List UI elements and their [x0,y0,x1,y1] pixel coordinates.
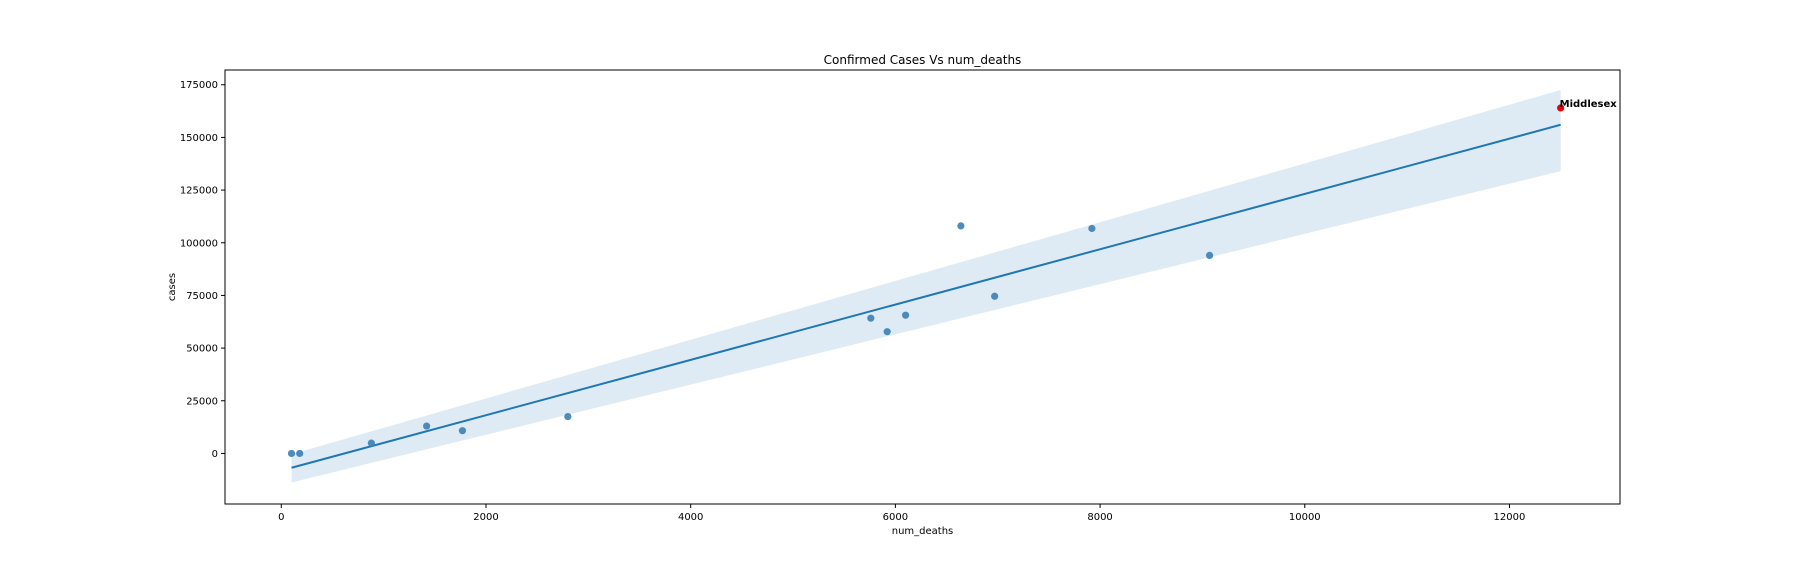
data-point [287,449,296,458]
data-point [564,412,572,421]
x-tick-label: 8000 [1087,512,1112,523]
confidence-band-layer [291,90,1561,483]
y-axis-label: cases [167,273,178,301]
points-layer [287,222,1214,458]
confidence-band [291,90,1561,483]
x-tick-label: 0 [278,512,284,523]
data-point [883,328,891,336]
x-tick-label: 2000 [473,512,498,523]
y-tick-label: 25000 [186,396,218,407]
data-point [991,292,999,300]
data-point [957,222,965,230]
x-tick-label: 12000 [1494,512,1526,523]
data-point [902,311,910,319]
chart-title: Confirmed Cases Vs num_deaths [824,53,1022,67]
y-tick-label: 125000 [180,186,218,197]
regression-line-layer [291,123,1561,469]
regression-line [291,123,1561,469]
x-tick-label: 6000 [883,512,908,523]
y-tick-label: 0 [212,449,218,460]
data-point [458,427,467,435]
y-tick-label: 150000 [180,133,218,144]
data-point [867,314,875,322]
data-point [1205,251,1214,259]
y-tick-label: 100000 [180,238,218,249]
y-axis-ticks: 0 25000 50000 75000 100000 125000 150000 175000 [180,80,225,460]
highlight-label: Middlesex [1560,99,1618,110]
y-tick-label: 50000 [186,344,218,355]
x-axis-ticks: 0 2000 4000 6000 8000 10000 12000 [278,504,1525,523]
x-tick-label: 10000 [1289,512,1321,523]
annotation-layer: Middlesex [1557,99,1617,112]
y-tick-label: 75000 [186,291,218,302]
x-tick-label: 4000 [678,512,703,523]
x-axis-label: num_deaths [892,526,954,537]
data-point [423,422,431,430]
y-tick-label: 175000 [180,80,218,91]
axes-frame [224,69,1621,505]
highlight-point [1557,104,1565,112]
data-point [296,449,304,458]
data-point [367,439,375,447]
data-point [1088,224,1096,233]
